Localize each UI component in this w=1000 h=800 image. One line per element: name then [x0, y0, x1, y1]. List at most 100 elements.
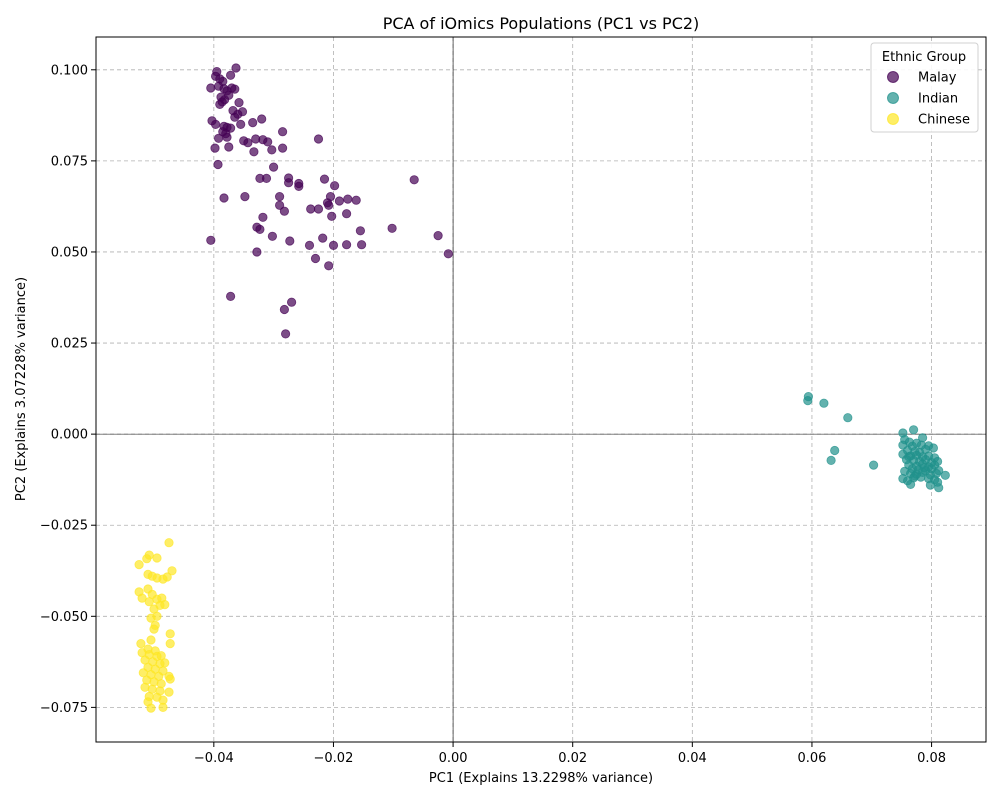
point-malay — [230, 84, 240, 94]
point-malay — [355, 226, 365, 236]
point-chinese — [137, 593, 147, 603]
point-malay — [210, 143, 220, 153]
point-malay — [341, 209, 352, 219]
point-chinese — [149, 624, 159, 634]
point-malay — [267, 231, 277, 241]
point-chinese — [136, 638, 146, 649]
point-chinese — [146, 703, 156, 713]
point-malay — [409, 175, 419, 185]
point-malay — [230, 112, 240, 122]
point-malay — [252, 247, 262, 257]
x-tick-label: −0.02 — [314, 751, 354, 766]
point-malay — [257, 114, 267, 124]
point-malay — [334, 196, 344, 206]
y-tick-label: 0.075 — [51, 154, 88, 169]
zero-lines — [96, 37, 986, 742]
point-chinese — [167, 566, 177, 576]
point-malay — [279, 206, 289, 216]
x-tick-label: 0.08 — [917, 751, 946, 766]
point-indian — [919, 463, 930, 473]
point-malay — [443, 249, 453, 259]
y-tick-label: −0.075 — [40, 701, 88, 716]
point-malay — [319, 174, 330, 184]
point-malay — [261, 173, 272, 183]
point-malay — [236, 119, 246, 130]
point-malay — [329, 181, 340, 191]
point-malay — [234, 98, 244, 108]
point-chinese — [160, 599, 170, 610]
point-malay — [327, 211, 337, 221]
x-tick-label: 0.00 — [439, 751, 468, 766]
point-malay — [280, 329, 291, 339]
point-indian — [910, 471, 920, 481]
plot-frame — [95, 36, 987, 743]
y-axis-label: PC2 (Explains 3.07228% variance) — [14, 277, 29, 501]
point-malay — [433, 231, 443, 241]
point-malay — [285, 236, 295, 246]
point-malay — [277, 143, 288, 153]
point-malay — [224, 90, 234, 100]
point-malay — [351, 195, 361, 205]
point-malay — [214, 133, 224, 143]
legend: Ethnic Group Malay Indian Chinese — [870, 42, 979, 133]
y-tick-label: 0.000 — [51, 428, 88, 443]
point-malay — [310, 253, 321, 264]
point-chinese — [158, 702, 168, 713]
x-axis-label: PC1 (Explains 13.2298% variance) — [429, 771, 653, 786]
point-malay — [274, 200, 285, 210]
point-indian — [904, 452, 914, 462]
point-indian — [843, 413, 853, 423]
legend-box — [870, 42, 979, 133]
point-malay — [343, 194, 353, 204]
point-malay — [240, 192, 250, 202]
point-malay — [217, 97, 227, 107]
legend-items: Malay Indian Chinese — [887, 71, 970, 128]
x-tick-label: −0.04 — [194, 751, 234, 766]
point-indian — [908, 425, 919, 435]
point-chinese — [165, 629, 175, 639]
point-malay — [237, 107, 248, 117]
point-malay — [224, 142, 234, 152]
point-chinese — [134, 559, 144, 570]
point-malay — [283, 178, 294, 188]
series-indian — [803, 391, 950, 493]
point-malay — [306, 204, 316, 214]
point-indian — [940, 470, 950, 480]
legend-marker-indian — [887, 92, 899, 104]
point-malay — [277, 127, 288, 137]
series-chinese — [134, 538, 177, 713]
point-malay — [226, 291, 236, 301]
point-malay — [387, 223, 397, 233]
point-malay — [219, 193, 229, 203]
point-malay — [211, 119, 221, 130]
point-malay — [294, 181, 304, 191]
point-indian — [868, 460, 879, 470]
point-malay — [231, 63, 241, 73]
legend-label-chinese: Chinese — [918, 113, 970, 128]
point-malay — [268, 162, 279, 172]
point-malay — [267, 145, 277, 155]
point-chinese — [152, 553, 162, 563]
point-chinese — [164, 538, 174, 548]
legend-marker-malay — [887, 71, 899, 83]
point-chinese — [165, 674, 175, 684]
legend-label-indian: Indian — [918, 92, 958, 107]
point-chinese — [146, 613, 156, 623]
point-malay — [313, 204, 324, 214]
point-chinese — [146, 635, 156, 645]
chart-title: PCA of iOmics Populations (PC1 vs PC2) — [383, 14, 700, 33]
point-malay — [356, 240, 367, 250]
point-chinese — [144, 597, 154, 607]
point-malay — [248, 118, 258, 128]
point-chinese — [160, 658, 170, 668]
grid-layer — [96, 37, 986, 742]
x-tick-label: 0.02 — [558, 751, 587, 766]
point-chinese — [162, 572, 172, 582]
point-malay — [279, 304, 289, 315]
point-malay — [318, 233, 328, 243]
point-malay — [226, 70, 236, 80]
legend-marker-chinese — [887, 113, 899, 125]
point-indian — [925, 480, 936, 490]
